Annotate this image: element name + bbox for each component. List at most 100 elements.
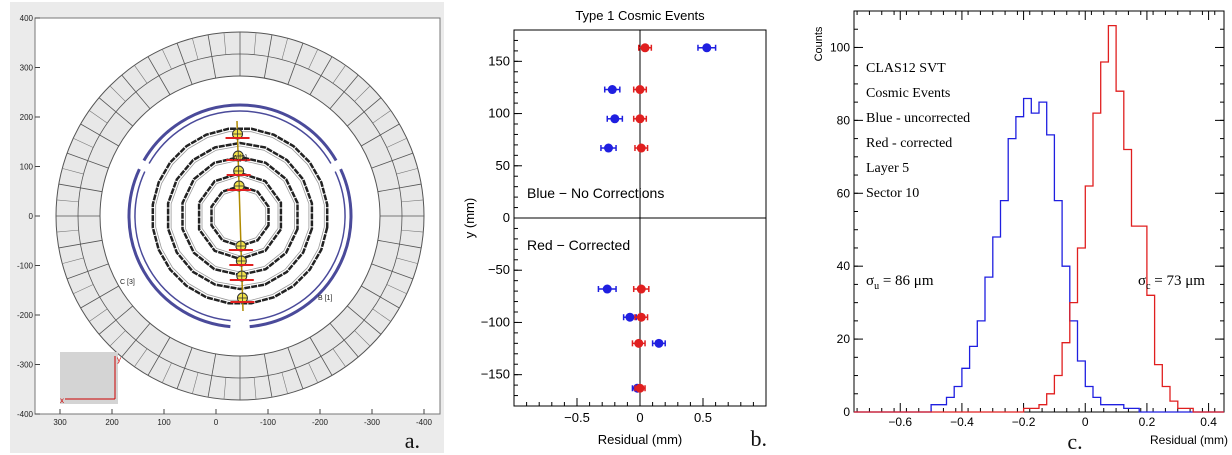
module-subdivider bbox=[308, 49, 319, 70]
chart-b-y-tick-label: 0 bbox=[503, 210, 510, 225]
detector-ticks: 300 200 100 0 -100 -200 -300 -400 400 300 200 100 0 -… bbox=[17, 14, 433, 427]
detector-y-tick-label: -200 bbox=[17, 311, 34, 320]
module-subdivider bbox=[192, 372, 199, 394]
orientation-x-letter: x bbox=[60, 396, 64, 405]
module-subdivider bbox=[109, 330, 126, 347]
module-divider bbox=[58, 239, 103, 249]
svt-layer-inner bbox=[184, 159, 296, 273]
detector-layers bbox=[55, 31, 425, 401]
chart-b-y-tick-label: 150 bbox=[488, 53, 510, 68]
detector-panel: 300 200 100 0 -100 -200 -300 -400 400 300 200 100 0 -… bbox=[0, 0, 445, 455]
data-point bbox=[607, 85, 617, 95]
chart-b-title: Type 1 Cosmic Events bbox=[575, 8, 705, 23]
module-subdivider bbox=[62, 168, 84, 175]
module-divider bbox=[58, 183, 103, 193]
data-point bbox=[604, 143, 613, 153]
module-divider bbox=[121, 322, 151, 358]
data-point bbox=[635, 383, 645, 393]
module-subdivider bbox=[89, 110, 108, 124]
detector-y-tick-label: 200 bbox=[20, 113, 34, 122]
chart-b-y-tick-label: 50 bbox=[496, 158, 510, 173]
detector-y-tick-label: 100 bbox=[20, 163, 34, 172]
module-subdivider bbox=[372, 110, 391, 124]
chart-c-y-tick-label: 40 bbox=[837, 259, 851, 273]
module-subdivider bbox=[386, 137, 407, 148]
module-divider bbox=[371, 152, 414, 169]
barrel-arc-inner bbox=[134, 171, 231, 322]
module-subdivider bbox=[109, 85, 126, 102]
module-divider bbox=[147, 56, 171, 95]
module-divider bbox=[287, 347, 304, 390]
chart-b-y-tick-label: −100 bbox=[481, 314, 510, 329]
module-subdivider bbox=[372, 308, 391, 322]
chart-b-x-tick-label: −0.5 bbox=[564, 410, 590, 425]
module-divider bbox=[361, 123, 400, 147]
chart-b-y-tick-label: 100 bbox=[488, 106, 510, 121]
module-subdivider bbox=[89, 308, 108, 322]
module-subdivider bbox=[56, 229, 79, 233]
module-subdivider bbox=[223, 377, 227, 400]
module-subdivider bbox=[62, 257, 84, 264]
data-point bbox=[602, 284, 612, 294]
barrel-arc bbox=[142, 103, 338, 162]
module-divider bbox=[80, 123, 119, 147]
data-point bbox=[634, 338, 644, 348]
residual-scatter-chart: Type 1 Cosmic Events −0.5 0 0.5 150 100 50 0 −5… bbox=[462, 8, 767, 451]
region-label-b: B [1] bbox=[318, 295, 332, 302]
chart-b-ticks: −0.5 0 0.5 150 100 50 0 −50 −100 −150 bbox=[481, 30, 766, 425]
barrel-arc bbox=[127, 168, 231, 329]
chart-b-x-tick-label: 0 bbox=[636, 410, 643, 425]
chart-c-legend: CLAS12 SVT Cosmic Events Blue - uncorrec… bbox=[866, 61, 970, 201]
histogram-series bbox=[854, 24, 1224, 413]
chart-c-x-tick-label: −0.4 bbox=[950, 415, 974, 429]
detector-x-tick-label: 0 bbox=[214, 418, 219, 427]
module-subdivider bbox=[396, 257, 418, 264]
svt-layer-inner bbox=[170, 145, 310, 287]
svt-layer bbox=[151, 127, 329, 305]
panel-letter-a: a. bbox=[405, 428, 420, 453]
module-subdivider bbox=[396, 168, 418, 175]
module-divider bbox=[207, 34, 217, 79]
module-divider bbox=[80, 285, 119, 309]
module-subdivider bbox=[354, 330, 371, 347]
module-divider bbox=[176, 42, 193, 85]
module-subdivider bbox=[161, 362, 172, 383]
chart-c-x-tick-label: −0.6 bbox=[888, 415, 912, 429]
detector-x-tick-label: 100 bbox=[157, 418, 171, 427]
orientation-y-letter: y bbox=[117, 355, 121, 364]
chart-c-x-tick-label: 0.4 bbox=[1200, 415, 1217, 429]
legend-line: Red - corrected bbox=[866, 136, 952, 151]
module-divider bbox=[309, 337, 333, 376]
svt-layer bbox=[166, 141, 314, 291]
data-point bbox=[636, 143, 646, 153]
module-subdivider bbox=[332, 65, 346, 84]
module-divider bbox=[371, 263, 414, 280]
chart-c-xlabel: Residual (mm) bbox=[1150, 433, 1228, 447]
region-label-a: A [2] bbox=[233, 155, 247, 162]
module-divider bbox=[287, 42, 304, 85]
detector-x-tick-label: -200 bbox=[312, 418, 329, 427]
detector-y-tick-label: -300 bbox=[17, 361, 34, 370]
detector-display: 300 200 100 0 -100 -200 -300 -400 400 300 200 100 0 -… bbox=[10, 2, 444, 453]
module-divider bbox=[66, 152, 109, 169]
residual-scatter-panel: Type 1 Cosmic Events −0.5 0 0.5 150 100 50 0 −5… bbox=[455, 0, 785, 455]
module-subdivider bbox=[253, 377, 257, 400]
histogram-series bbox=[854, 97, 1224, 413]
chart-c-y-tick-label: 0 bbox=[843, 405, 850, 419]
legend-line: CLAS12 SVT bbox=[866, 61, 946, 76]
barrel-arc-inner bbox=[249, 171, 346, 322]
detector-x-tick-label: -100 bbox=[260, 418, 277, 427]
chart-c-x-tick-label: −0.2 bbox=[1012, 415, 1036, 429]
detector-x-tick-label: -400 bbox=[416, 418, 433, 427]
module-subdivider bbox=[354, 85, 371, 102]
region-label-c: C [3] bbox=[120, 279, 135, 286]
module-subdivider bbox=[281, 372, 288, 394]
chart-b-ylabel: y (mm) bbox=[462, 198, 477, 238]
chart-c-y-tick-label: 60 bbox=[837, 186, 851, 200]
data-point bbox=[635, 114, 645, 124]
module-divider bbox=[346, 97, 382, 127]
chart-b-y-tick-label: −50 bbox=[488, 262, 510, 277]
svt-layer bbox=[197, 171, 283, 261]
detector-y-tick-label: -100 bbox=[17, 262, 34, 271]
chart-c-ticks: −0.6 −0.4 −0.2 0 0.2 0.4 0 20 40 60 80 100 bbox=[830, 11, 1224, 429]
